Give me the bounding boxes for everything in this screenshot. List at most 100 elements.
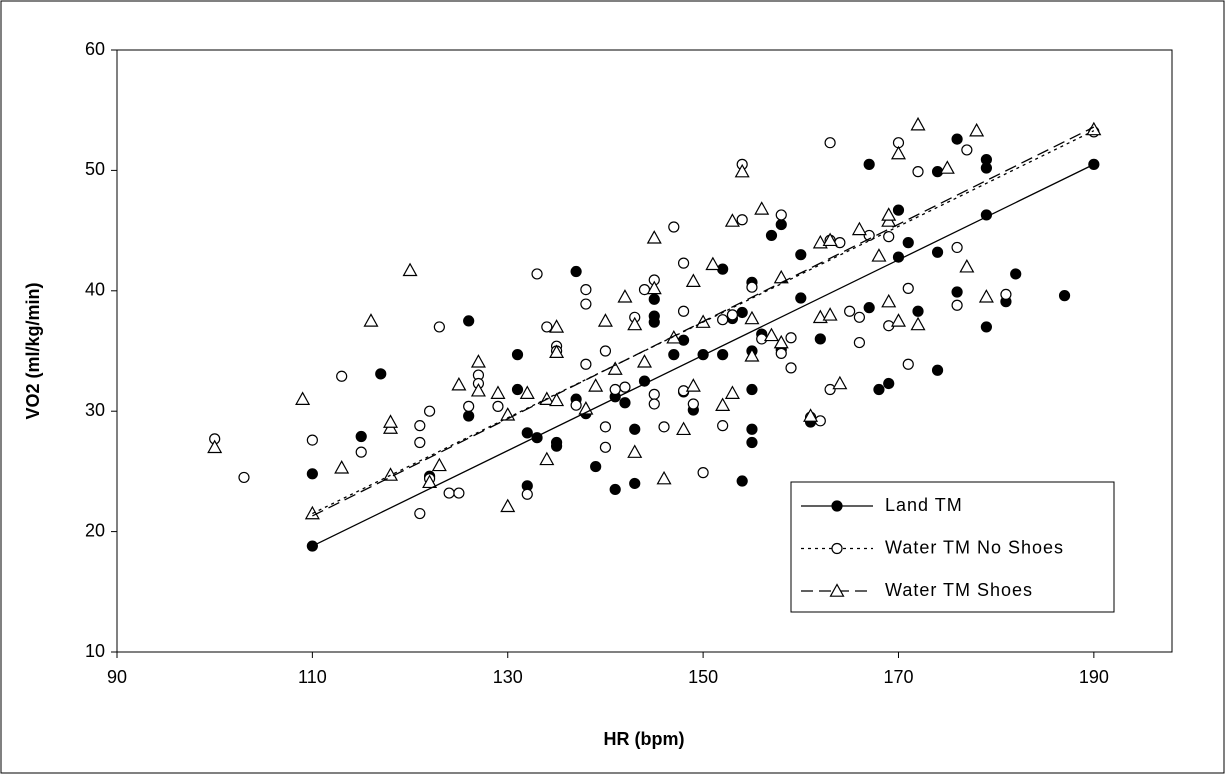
triangle-marker [617,289,633,303]
y-tick-label: 60 [85,39,105,59]
filled-marker [980,162,992,174]
triangle-marker [470,354,486,368]
triangle-marker [382,467,399,481]
triangle-marker [334,460,350,474]
filled-marker [951,286,963,298]
open-marker [521,488,533,500]
y-axis-title: VO2 (ml/kg/min) [23,282,43,419]
legend: Land TM Water TM No Shoes Water TM Shoes [790,481,1115,613]
triangle-marker [207,439,223,454]
triangle-marker [851,221,867,236]
y-tick-label: 20 [85,520,105,540]
triangle-marker [881,293,897,308]
open-marker [853,311,866,323]
filled-marker [746,436,758,449]
filled-marker [648,293,660,305]
open-marker [648,388,660,400]
open-marker [423,405,436,417]
filled-marker [775,218,787,231]
triangle-marker [734,163,750,178]
open-marker [531,268,543,280]
triangle-marker [832,375,848,390]
open-marker [831,542,843,555]
open-marker [599,421,612,433]
y-tick-label: 30 [85,400,105,420]
open-marker [785,362,797,374]
legend-label: Land TM [885,495,963,515]
open-marker [336,370,348,382]
triangle-marker [978,289,994,303]
filled-marker [375,368,387,380]
triangle-marker [724,385,740,399]
triangle-marker [519,385,535,399]
filled-marker [902,237,914,249]
triangle-marker [822,232,838,247]
filled-marker [511,349,524,361]
trend-line [312,126,1095,517]
triangle-marker [744,310,760,325]
triangle-marker [744,348,760,362]
triangle-marker [881,207,897,221]
filled-marker [570,265,582,278]
triangle-marker [636,354,653,368]
open-marker [1000,288,1012,301]
triangle-marker [890,313,907,327]
legend-label: Water TM No Shoes [885,537,1064,557]
triangle-marker [959,258,975,273]
open-marker [824,383,836,396]
filled-marker [717,349,729,361]
triangle-marker [549,392,565,407]
filled-marker [863,158,875,170]
triangle-marker [295,391,311,405]
filled-marker [463,410,475,422]
triangle-marker [910,116,926,131]
filled-marker [1010,268,1022,280]
open-marker [726,309,739,321]
triangle-marker [656,470,672,485]
triangle-marker [382,414,399,428]
triangle-marker [890,145,907,160]
open-marker [775,209,787,221]
x-tick-label: 90 [107,667,127,687]
triangle-marker [754,201,770,215]
triangle-marker [773,334,789,349]
filled-marker [795,249,807,261]
filled-marker [814,333,826,345]
filled-marker [306,468,318,480]
open-marker [717,314,729,326]
triangle-marker [685,378,701,392]
triangle-marker [422,474,438,489]
filled-marker [892,251,905,263]
legend-box [790,481,1115,613]
filled-marker [677,334,690,346]
filled-marker [648,316,660,328]
open-marker [883,231,895,243]
x-tick-label: 150 [688,667,718,687]
open-marker [541,321,553,333]
filled-marker [736,306,748,319]
triangle-marker [822,307,838,321]
triangle-marker [724,213,740,227]
open-marker [492,400,504,412]
triangle-marker [676,421,692,436]
open-marker [414,436,426,449]
x-axis-title: HR (bpm) [604,729,685,749]
filled-marker [511,383,524,396]
triangle-marker [607,361,623,375]
open-marker [453,487,465,499]
legend-label: Water TM Shoes [885,580,1033,600]
triangle-marker [500,498,516,513]
filled-marker [863,302,875,314]
triangle-marker [627,316,643,331]
filled-marker [609,483,621,496]
open-marker [619,381,631,393]
triangle-marker [910,316,926,331]
filled-marker [619,397,631,409]
filled-marker [736,475,748,487]
open-marker [570,399,582,411]
open-marker [834,237,846,249]
triangle-marker [588,378,604,392]
open-marker [785,332,797,344]
triangle-marker [549,344,565,359]
filled-marker [746,383,758,396]
